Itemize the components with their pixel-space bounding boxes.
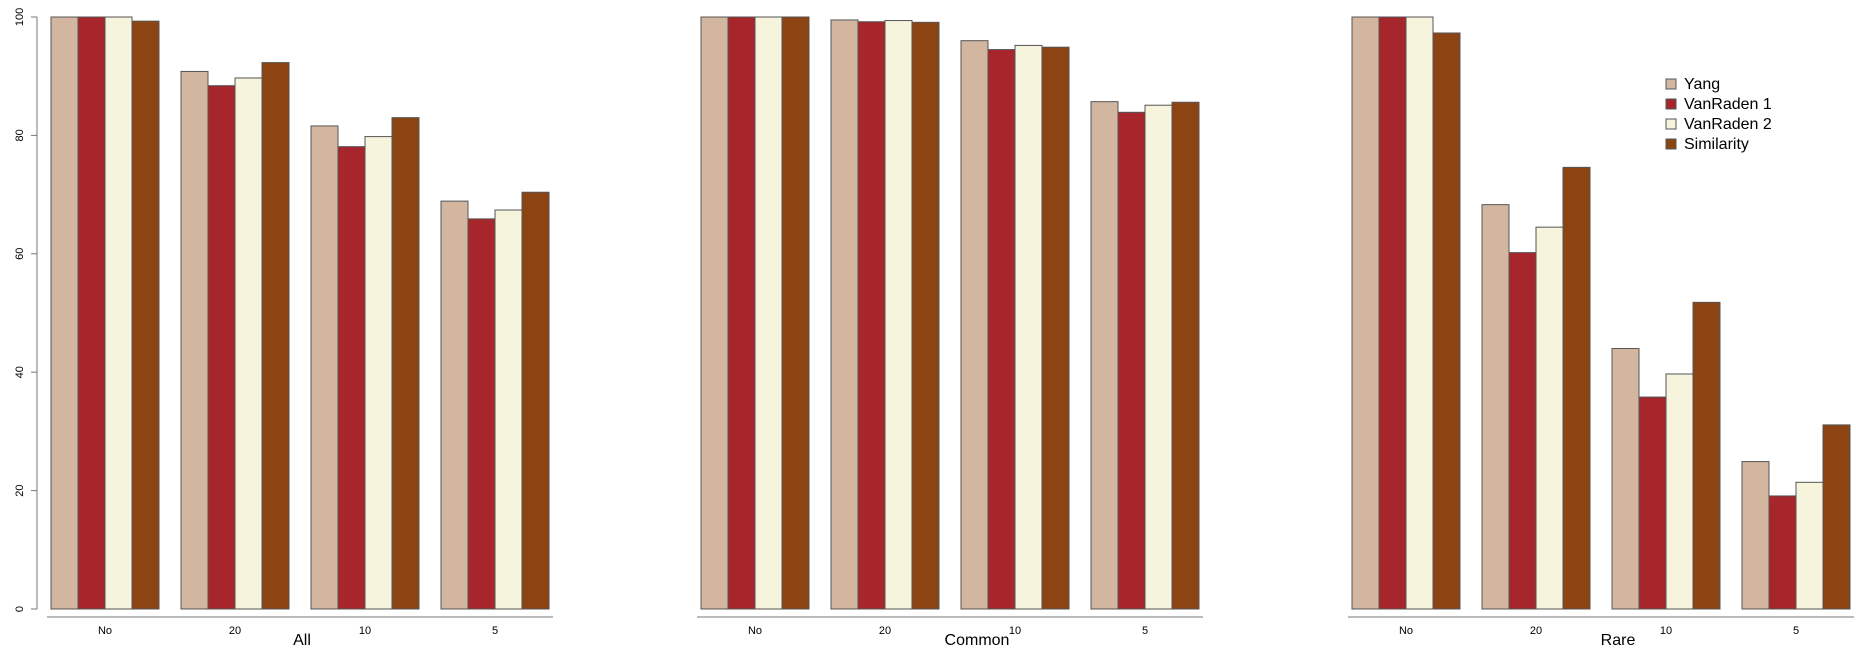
bar-vanraden-2-20 — [1535, 226, 1564, 610]
y-tick-label: 0 — [14, 606, 26, 612]
bar-vanraden-2-5 — [1795, 481, 1824, 610]
bar-yang-5 — [440, 200, 469, 610]
bar-yang-10 — [1611, 348, 1640, 610]
bar-vanraden-1-20 — [857, 21, 886, 610]
bar-yang-5 — [1090, 101, 1119, 610]
bar-vanraden-2-20 — [234, 77, 263, 610]
legend-item: VanRaden 2 — [1665, 116, 1772, 133]
y-tick-label: 80 — [14, 129, 26, 141]
bar-similarity-No — [781, 16, 810, 610]
panel-1: 0 20 40 60 80 100 No 20 10 5 All — [14, 8, 553, 649]
bar-similarity-20 — [1562, 166, 1591, 610]
bar-similarity-5 — [1822, 424, 1851, 610]
chart-legend: Yang VanRaden 1 VanRaden 2 Similarity — [1665, 76, 1772, 153]
y-tick-label: 40 — [14, 366, 26, 378]
bar-similarity-10 — [1041, 46, 1070, 610]
category-label: 10 — [359, 625, 371, 637]
bar-vanraden-2-No — [104, 16, 133, 610]
bar-vanraden-2-10 — [1665, 373, 1694, 610]
bar-vanraden-1-5 — [1768, 495, 1797, 610]
bar-similarity-20 — [261, 62, 290, 610]
legend-swatch — [1665, 138, 1677, 150]
bar-similarity-No — [1432, 32, 1461, 610]
bar-vanraden-2-5 — [494, 209, 523, 610]
panel-title: Rare — [1601, 632, 1636, 649]
panel-2: No 20 10 5 Common — [697, 16, 1203, 649]
bar-vanraden-1-20 — [1508, 252, 1537, 610]
bar-vanraden-2-5 — [1144, 104, 1173, 610]
category-label: 20 — [1530, 625, 1542, 637]
bar-vanraden-1-5 — [1117, 111, 1146, 610]
category-label: 20 — [229, 625, 241, 637]
bar-similarity-10 — [1692, 301, 1721, 610]
bar-vanraden-1-10 — [987, 49, 1016, 610]
bar-similarity-5 — [521, 191, 550, 610]
legend-item: Yang — [1665, 76, 1720, 93]
y-tick-label: 20 — [14, 484, 26, 496]
category-label: 10 — [1660, 625, 1672, 637]
bar-similarity-No — [131, 20, 160, 610]
legend-item: VanRaden 1 — [1665, 96, 1772, 113]
bar-vanraden-1-No — [77, 16, 106, 610]
legend-swatch — [1665, 78, 1677, 90]
bar-vanraden-1-10 — [1638, 396, 1667, 610]
bar-yang-No — [700, 16, 729, 610]
bar-yang-10 — [310, 125, 339, 610]
bar-yang-20 — [180, 70, 209, 610]
category-label: No — [1399, 625, 1413, 637]
bar-vanraden-2-No — [754, 16, 783, 610]
bar-vanraden-1-5 — [467, 218, 496, 610]
bar-yang-10 — [960, 40, 989, 610]
category-label: 5 — [1142, 625, 1148, 637]
bar-vanraden-1-No — [1378, 16, 1407, 610]
chart-panels: 0 20 40 60 80 100 No 20 10 5 All No 20 10 5 Common No 20 1… — [14, 8, 1854, 649]
legend-swatch — [1665, 118, 1677, 130]
y-axis: 0 20 40 60 80 100 — [14, 8, 38, 612]
category-label: No — [98, 625, 112, 637]
bar-yang-20 — [1481, 204, 1510, 610]
bar-vanraden-1-10 — [337, 146, 366, 610]
panel-title: Common — [945, 632, 1010, 649]
legend-label: Yang — [1684, 76, 1720, 93]
category-label: 10 — [1009, 625, 1021, 637]
legend-label: Similarity — [1684, 136, 1749, 153]
bar-vanraden-2-10 — [1014, 44, 1043, 610]
bar-vanraden-1-No — [727, 16, 756, 610]
legend-swatch — [1665, 98, 1677, 110]
bar-yang-No — [50, 16, 79, 610]
bar-similarity-5 — [1171, 101, 1200, 610]
bar-yang-20 — [830, 19, 859, 610]
legend-label: VanRaden 1 — [1684, 96, 1772, 113]
bar-yang-5 — [1741, 461, 1770, 610]
y-tick-label: 100 — [14, 8, 26, 26]
panel-title: All — [293, 632, 311, 649]
y-tick-label: 60 — [14, 248, 26, 260]
legend-item: Similarity — [1665, 136, 1749, 153]
category-label: 20 — [879, 625, 891, 637]
bar-similarity-20 — [911, 21, 940, 610]
bar-yang-No — [1351, 16, 1380, 610]
bar-vanraden-1-20 — [207, 85, 236, 610]
bar-vanraden-2-10 — [364, 136, 393, 610]
legend-label: VanRaden 2 — [1684, 116, 1772, 133]
category-label: 5 — [492, 625, 498, 637]
bar-vanraden-2-20 — [884, 20, 913, 610]
category-label: No — [748, 625, 762, 637]
category-label: 5 — [1793, 625, 1799, 637]
bar-vanraden-2-No — [1405, 16, 1434, 610]
panel-3: No 20 10 5 Rare — [1348, 16, 1854, 649]
bar-similarity-10 — [391, 117, 420, 610]
